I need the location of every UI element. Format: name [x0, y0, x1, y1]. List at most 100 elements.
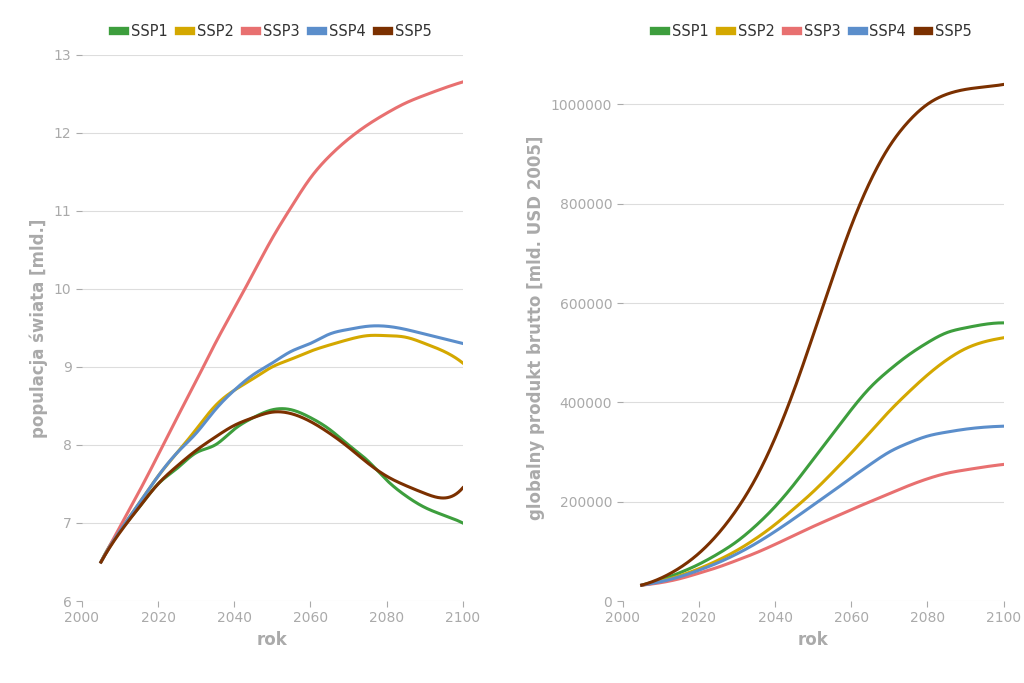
SSP2 [831, 463, 844, 471]
SSP3 [851, 503, 863, 512]
SSP3 [932, 471, 944, 479]
SSP5 [636, 581, 648, 589]
SSP4 [851, 469, 863, 477]
SSP5 [392, 478, 404, 486]
Line: SSP4: SSP4 [101, 326, 463, 562]
SSP4 [95, 558, 108, 566]
SSP2 [932, 362, 944, 370]
SSP4 [831, 484, 844, 492]
SSP2 [269, 361, 282, 370]
SSP1 [392, 486, 404, 494]
SSP3 [310, 167, 323, 175]
SSP1 [449, 515, 461, 523]
SSP5 [291, 412, 303, 420]
Line: SSP1: SSP1 [101, 408, 463, 562]
SSP4 [266, 359, 279, 367]
SSP5 [989, 82, 1001, 90]
SSP2 [851, 443, 863, 451]
SSP2 [449, 353, 461, 361]
SSP5 [311, 421, 324, 430]
Line: SSP3: SSP3 [642, 464, 1004, 585]
SSP3 [997, 460, 1010, 469]
SSP2 [392, 332, 404, 340]
Legend: SSP1, SSP2, SSP3, SSP4, SSP5: SSP1, SSP2, SSP3, SSP4, SSP5 [108, 18, 437, 45]
SSP4 [932, 430, 944, 438]
Y-axis label: globalny produkt brutto [mld. USD 2005]: globalny produkt brutto [mld. USD 2005] [527, 136, 546, 520]
SSP3 [636, 581, 648, 589]
SSP1 [807, 455, 819, 463]
SSP5 [831, 260, 844, 268]
Legend: SSP1, SSP2, SSP3, SSP4, SSP5: SSP1, SSP2, SSP3, SSP4, SSP5 [648, 18, 978, 45]
SSP2 [636, 581, 648, 589]
Line: SSP4: SSP4 [642, 426, 1004, 585]
SSP1 [997, 319, 1010, 327]
SSP4 [810, 499, 822, 507]
SSP1 [932, 333, 944, 341]
SSP4 [449, 337, 461, 346]
SSP2 [95, 558, 108, 566]
SSP4 [807, 501, 819, 509]
SSP4 [269, 357, 282, 365]
SSP1 [291, 408, 303, 416]
SSP4 [392, 324, 404, 332]
SSP3 [269, 229, 282, 238]
SSP2 [266, 363, 279, 371]
SSP5 [266, 408, 279, 416]
SSP3 [807, 522, 819, 531]
Line: SSP5: SSP5 [101, 412, 463, 562]
Line: SSP2: SSP2 [101, 335, 463, 562]
SSP4 [997, 422, 1010, 430]
Line: SSP2: SSP2 [642, 338, 1004, 585]
Y-axis label: populacja świata [mld.]: populacja świata [mld.] [30, 218, 48, 438]
SSP1 [996, 319, 1009, 327]
SSP2 [369, 331, 381, 339]
SSP3 [989, 462, 1001, 470]
SSP3 [831, 512, 844, 520]
SSP2 [310, 345, 323, 353]
SSP2 [457, 359, 469, 367]
SSP2 [989, 335, 1001, 344]
SSP5 [271, 408, 284, 416]
SSP3 [95, 558, 108, 566]
SSP1 [266, 406, 279, 414]
SSP3 [266, 233, 279, 241]
SSP1 [636, 581, 648, 589]
X-axis label: rok: rok [257, 631, 288, 649]
SSP5 [449, 490, 461, 499]
SSP4 [457, 339, 469, 348]
SSP3 [291, 194, 303, 202]
SSP2 [807, 487, 819, 495]
SSP4 [636, 581, 648, 589]
SSP5 [851, 207, 863, 215]
SSP5 [457, 484, 469, 492]
Line: SSP3: SSP3 [101, 82, 463, 562]
SSP1 [275, 404, 288, 413]
SSP4 [371, 322, 383, 330]
SSP3 [810, 521, 822, 529]
SSP1 [95, 558, 108, 566]
SSP1 [311, 417, 324, 426]
SSP1 [269, 405, 282, 413]
Line: SSP5: SSP5 [642, 85, 1004, 585]
SSP5 [95, 558, 108, 566]
SSP2 [810, 485, 822, 493]
SSP2 [997, 334, 1010, 342]
SSP3 [447, 81, 460, 89]
SSP2 [291, 353, 303, 361]
X-axis label: rok: rok [798, 631, 828, 649]
SSP1 [457, 519, 469, 527]
SSP4 [310, 337, 323, 345]
SSP5 [810, 324, 822, 332]
SSP3 [391, 103, 403, 111]
SSP4 [989, 423, 1001, 431]
SSP5 [932, 94, 944, 102]
SSP5 [269, 408, 282, 416]
SSP1 [810, 452, 822, 460]
SSP1 [989, 319, 1001, 327]
SSP1 [851, 398, 863, 406]
SSP3 [457, 78, 469, 86]
SSP1 [831, 423, 844, 432]
SSP5 [997, 81, 1010, 89]
Line: SSP1: SSP1 [642, 323, 1004, 585]
SSP5 [807, 330, 819, 338]
